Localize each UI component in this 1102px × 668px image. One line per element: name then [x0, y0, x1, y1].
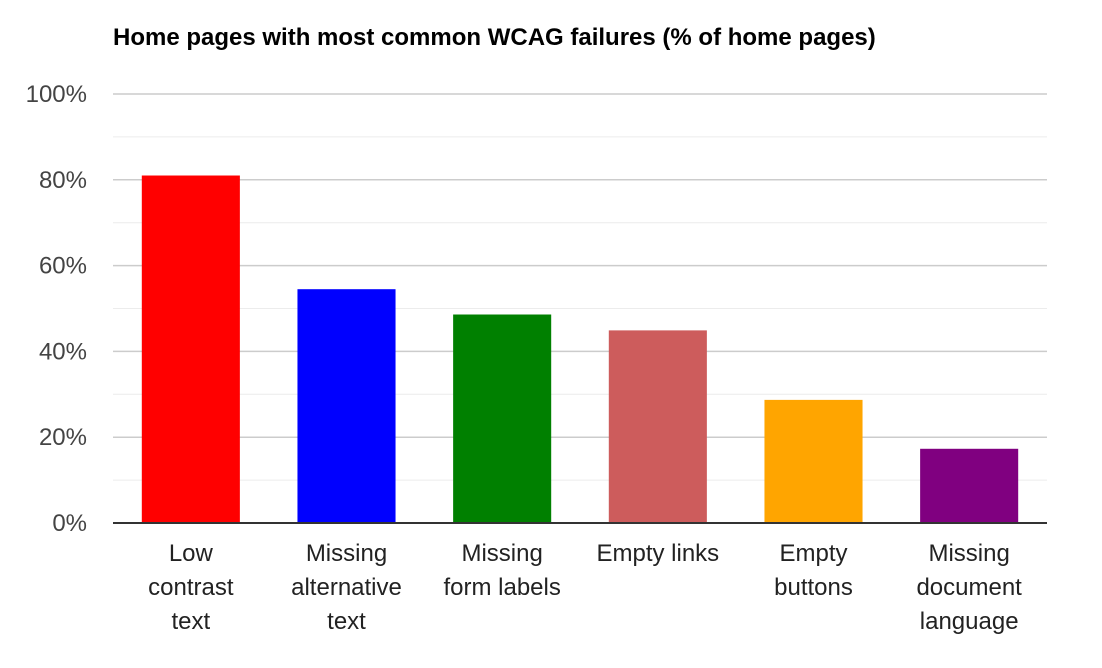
bar-missing-document-language — [920, 448, 1019, 523]
x-tick-label-missing-document-language: Missing document language — [916, 540, 1022, 635]
x-tick-label-line: text — [327, 608, 366, 635]
x-tick-label-line: document — [916, 574, 1022, 601]
y-tick-label: 80% — [39, 167, 87, 194]
x-tick-label-empty-links: Empty links — [596, 540, 719, 567]
x-tick-label-line: text — [171, 608, 210, 635]
x-tick-label-line: Missing — [306, 540, 387, 567]
gridlines — [113, 93, 1047, 481]
x-tick-label-line: Empty — [779, 540, 847, 567]
x-tick-label-line: Missing — [928, 540, 1009, 567]
y-tick-label: 20% — [39, 424, 87, 451]
x-tick-label-line: Empty links — [596, 540, 719, 567]
x-tick-label-missing-alternative-text: Missing alternative text — [291, 540, 402, 635]
y-tick-label: 40% — [39, 338, 87, 365]
x-tick-label-line: contrast — [148, 574, 234, 601]
x-tick-label-line: form labels — [443, 574, 560, 601]
labels: 0%20%40%60%80%100%Low contrast textMissing… — [26, 81, 1023, 635]
bars — [141, 175, 1019, 523]
y-tick-label: 60% — [39, 253, 87, 280]
x-tick-label-missing-form-labels: Missing form labels — [443, 540, 560, 601]
bar-missing-alternative-text — [297, 289, 396, 523]
bar-empty-buttons — [764, 399, 863, 523]
x-tick-label-line: language — [920, 608, 1019, 635]
bar-empty-links — [608, 330, 707, 523]
x-tick-label-empty-buttons: Empty buttons — [774, 540, 853, 601]
x-tick-label-line: buttons — [774, 574, 853, 601]
x-tick-label-line: Low — [169, 540, 214, 567]
x-tick-label-line: Missing — [461, 540, 542, 567]
y-tick-label: 0% — [52, 510, 87, 537]
chart-title: Home pages with most common WCAG failure… — [113, 24, 876, 51]
x-tick-label-low-contrast-text: Low contrast text — [148, 540, 234, 635]
x-tick-label-line: alternative — [291, 574, 402, 601]
bar-missing-form-labels — [453, 314, 552, 523]
bar-low-contrast-text — [141, 175, 240, 523]
y-tick-label: 100% — [26, 81, 87, 108]
